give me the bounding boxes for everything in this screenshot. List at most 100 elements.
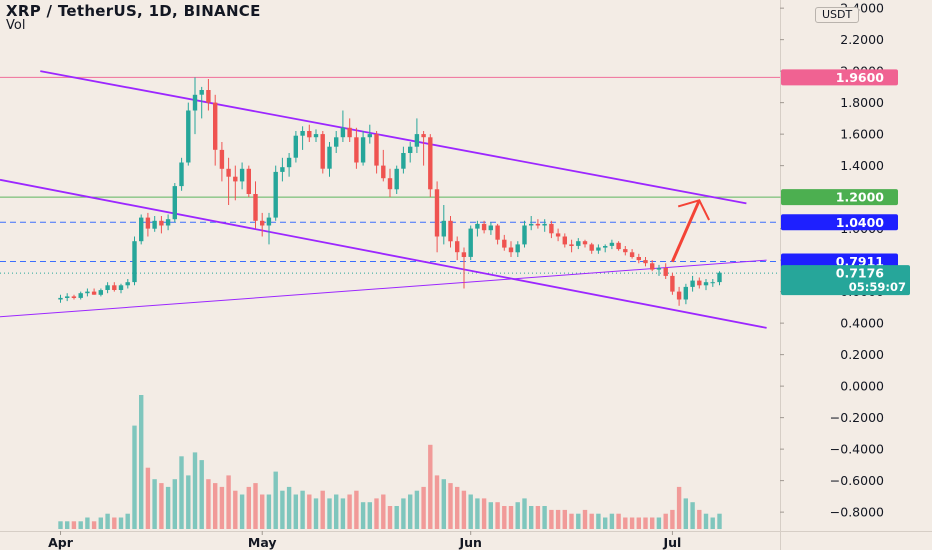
candle[interactable]: [152, 216, 157, 232]
candle[interactable]: [374, 131, 379, 174]
candle[interactable]: [542, 219, 547, 232]
candle[interactable]: [219, 142, 225, 182]
candle[interactable]: [186, 102, 191, 166]
candle[interactable]: [603, 244, 608, 253]
trendline-lower-channel[interactable]: [0, 178, 767, 329]
candle[interactable]: [293, 131, 298, 163]
candle[interactable]: [401, 146, 406, 174]
candle[interactable]: [253, 181, 258, 229]
candle[interactable]: [455, 236, 460, 261]
candle[interactable]: [132, 236, 137, 286]
candle[interactable]: [273, 165, 278, 221]
candle[interactable]: [421, 131, 426, 166]
candle[interactable]: [461, 247, 467, 289]
candle[interactable]: [468, 225, 473, 261]
candle[interactable]: [71, 294, 77, 300]
candle[interactable]: [717, 271, 722, 286]
candle[interactable]: [703, 279, 709, 291]
trendlines[interactable]: [0, 70, 767, 329]
candle[interactable]: [280, 157, 285, 182]
candle[interactable]: [502, 234, 507, 251]
candle[interactable]: [535, 219, 541, 229]
candle[interactable]: [394, 165, 399, 194]
candle[interactable]: [643, 257, 648, 267]
candle[interactable]: [650, 260, 655, 272]
candle[interactable]: [334, 131, 339, 153]
candle[interactable]: [589, 242, 594, 254]
candle[interactable]: [85, 288, 90, 297]
candle[interactable]: [105, 282, 110, 294]
candle[interactable]: [78, 291, 83, 300]
candle[interactable]: [347, 118, 352, 142]
candle[interactable]: [313, 129, 319, 142]
candle[interactable]: [529, 216, 534, 231]
candle[interactable]: [387, 168, 393, 198]
candle[interactable]: [260, 212, 265, 237]
candle[interactable]: [118, 283, 124, 294]
candle[interactable]: [475, 220, 480, 237]
candle[interactable]: [690, 275, 695, 292]
candle[interactable]: [226, 157, 231, 205]
candle[interactable]: [192, 77, 198, 135]
candle[interactable]: [179, 157, 184, 191]
trendline-upper-channel[interactable]: [40, 70, 747, 205]
candle[interactable]: [320, 131, 325, 174]
candle[interactable]: [145, 212, 151, 237]
candle[interactable]: [98, 288, 103, 297]
candle[interactable]: [307, 124, 312, 142]
candle[interactable]: [670, 272, 675, 295]
candle[interactable]: [381, 149, 386, 182]
candle[interactable]: [414, 118, 420, 153]
candle[interactable]: [683, 283, 688, 305]
candle[interactable]: [629, 249, 635, 259]
candle[interactable]: [636, 253, 641, 264]
candle[interactable]: [697, 277, 702, 289]
trendline-rising-support[interactable]: [0, 259, 767, 318]
candle[interactable]: [582, 239, 588, 248]
candle[interactable]: [172, 183, 177, 223]
candle[interactable]: [340, 110, 346, 143]
candle[interactable]: [555, 228, 561, 242]
candle[interactable]: [65, 293, 70, 302]
candle[interactable]: [91, 288, 97, 295]
projection-arrow[interactable]: [671, 199, 710, 263]
candle[interactable]: [206, 79, 211, 111]
candle[interactable]: [609, 239, 615, 250]
candle[interactable]: [300, 126, 305, 150]
candle[interactable]: [239, 162, 245, 190]
candle[interactable]: [266, 212, 272, 245]
candle[interactable]: [199, 86, 204, 119]
candle[interactable]: [623, 246, 628, 256]
candle[interactable]: [428, 134, 433, 198]
candle[interactable]: [522, 220, 527, 248]
candle[interactable]: [549, 220, 554, 239]
arrow-shaft[interactable]: [671, 199, 701, 263]
candle[interactable]: [448, 216, 453, 248]
currency-badge[interactable]: USDT: [815, 7, 860, 23]
candle[interactable]: [562, 233, 567, 248]
candle[interactable]: [656, 264, 662, 276]
candle[interactable]: [139, 214, 144, 245]
candle[interactable]: [354, 127, 359, 169]
candle[interactable]: [233, 165, 238, 201]
candle[interactable]: [327, 142, 332, 177]
candle[interactable]: [112, 282, 117, 292]
candle[interactable]: [159, 216, 164, 234]
candle[interactable]: [515, 241, 520, 257]
candle[interactable]: [481, 220, 487, 234]
candle[interactable]: [360, 131, 366, 166]
volume-indicator-label[interactable]: Vol: [6, 18, 26, 33]
candle[interactable]: [367, 124, 372, 144]
candle[interactable]: [246, 165, 251, 198]
candle[interactable]: [663, 263, 668, 279]
candle[interactable]: [616, 241, 621, 251]
time-axis[interactable]: Apr May Jun Jul: [0, 531, 932, 550]
candle[interactable]: [434, 181, 440, 253]
candle[interactable]: [213, 94, 218, 166]
candle[interactable]: [125, 279, 130, 289]
candle[interactable]: [408, 142, 413, 163]
arrow-head[interactable]: [677, 199, 710, 221]
candle[interactable]: [508, 241, 514, 257]
candle[interactable]: [569, 239, 574, 253]
